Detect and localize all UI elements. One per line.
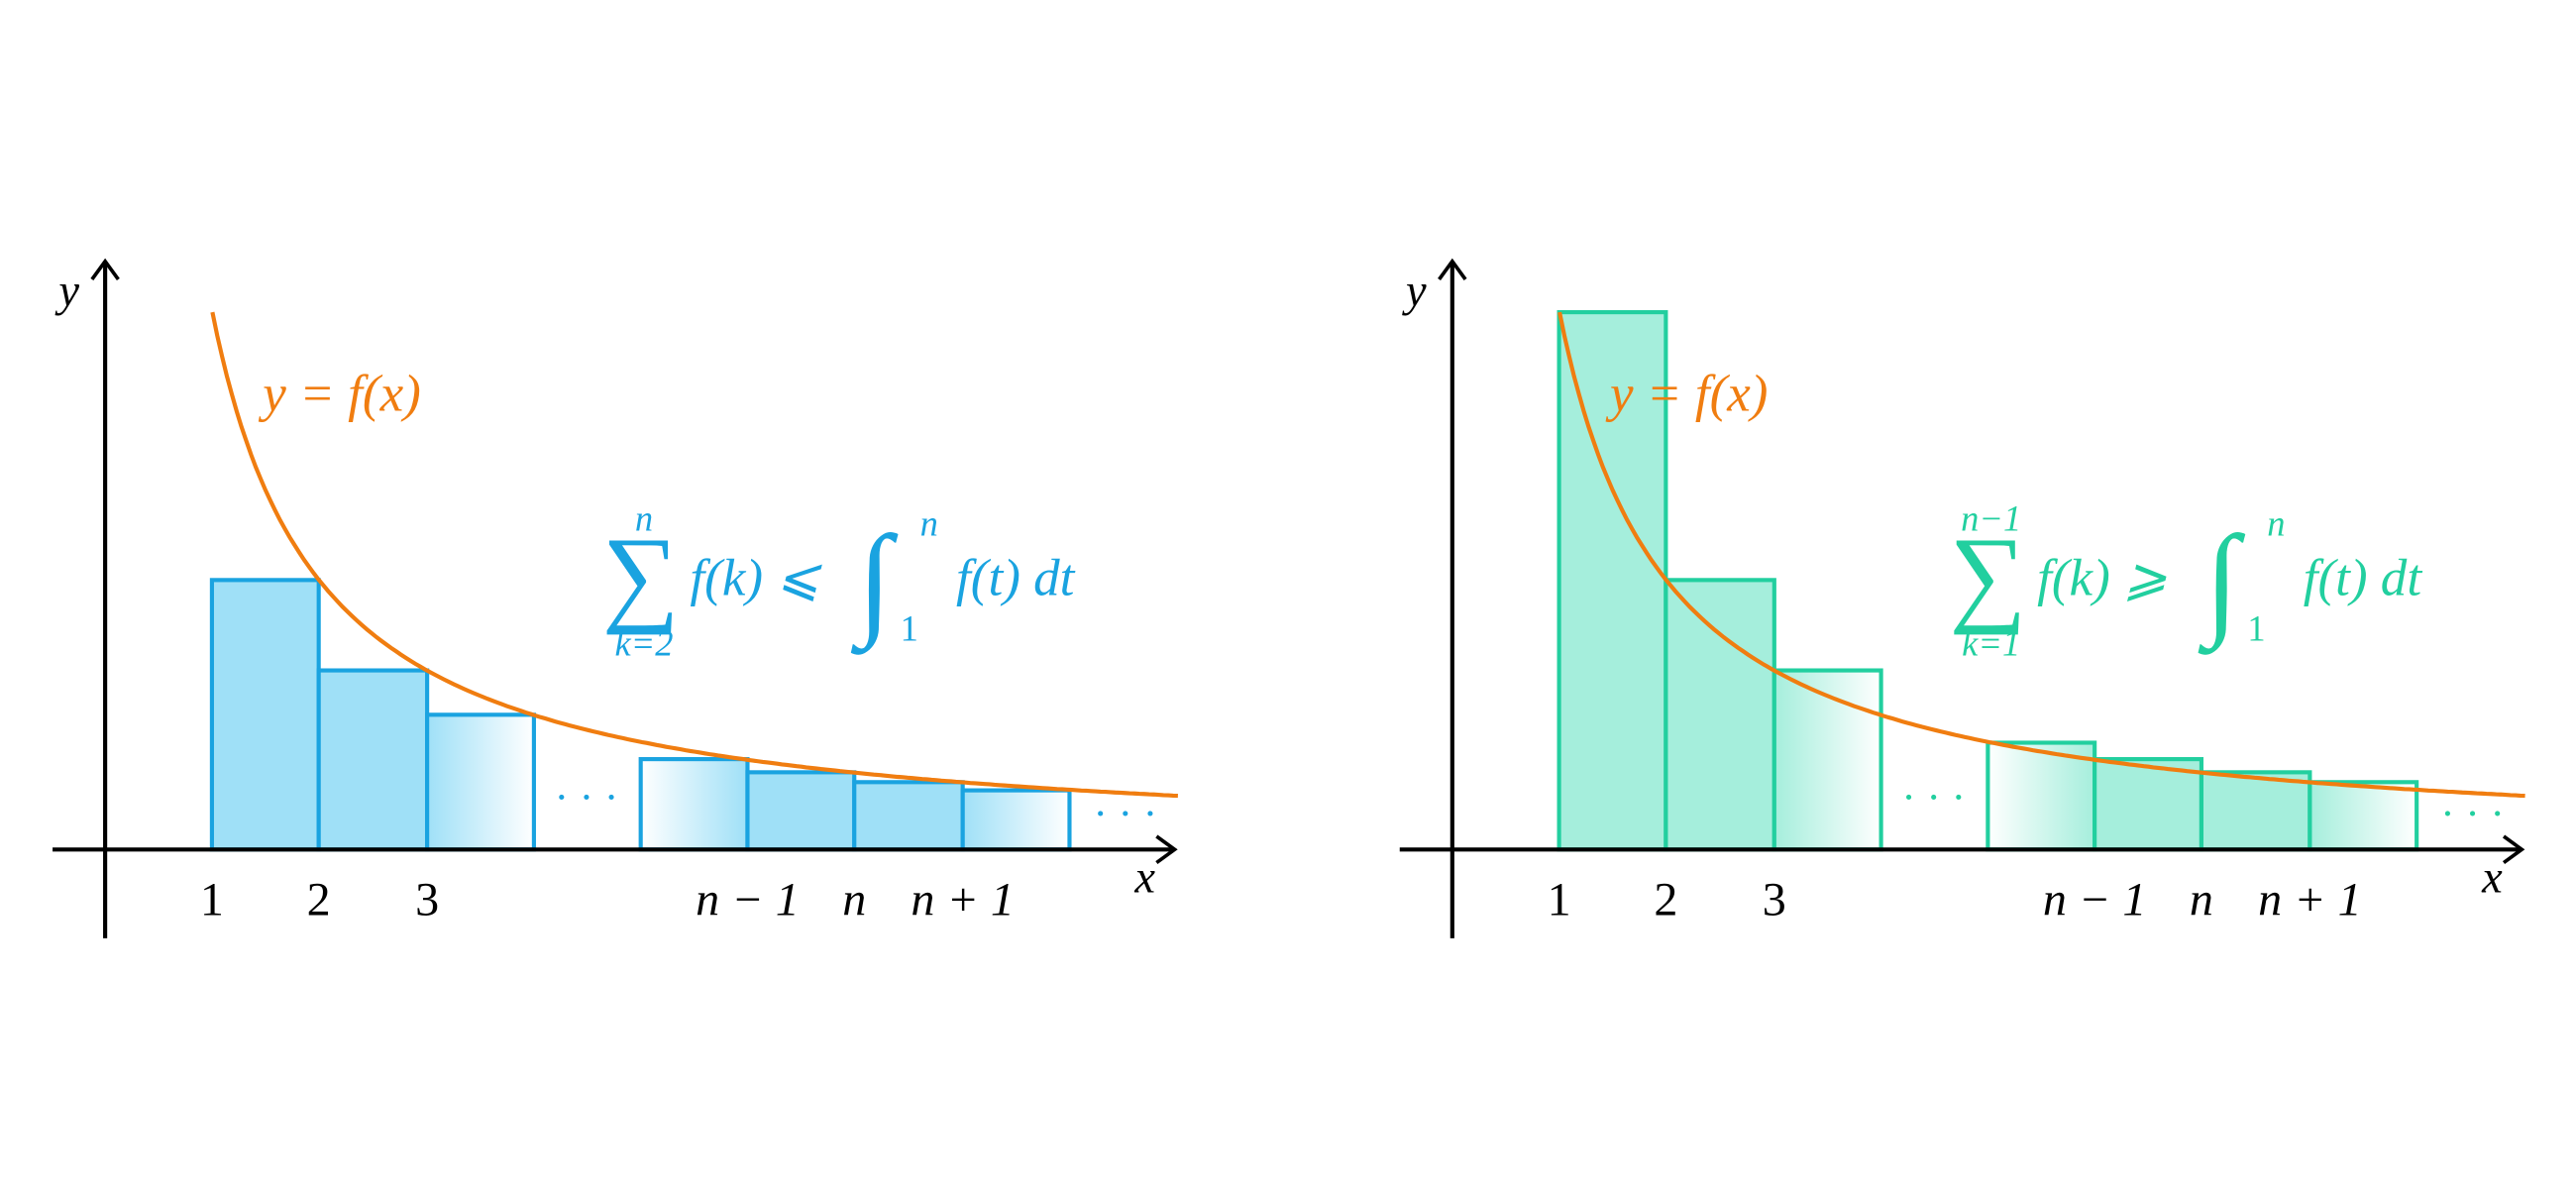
rhs: f(t) dt — [956, 549, 1076, 606]
y-axis-label: y — [54, 266, 79, 316]
lhs: f(k) ⩾ — [2037, 549, 2167, 606]
riemann-rect — [425, 712, 536, 852]
ellipsis: · · · — [1901, 775, 1966, 821]
y-arrow — [1438, 258, 1467, 280]
tick-label: 3 — [415, 874, 439, 927]
tick-label: 3 — [1763, 874, 1786, 927]
sum-upper: n−1 — [1961, 499, 2021, 539]
panel: y x y = f(x) 1 2 3 n − 1 n n + 1 · · · · · · ∑n−1 k=… — [1399, 258, 2525, 938]
sum-upper: n — [635, 499, 653, 539]
riemann-rect — [2308, 780, 2419, 852]
int-upper: n — [2267, 504, 2285, 544]
sum-lower: k=2 — [614, 624, 673, 664]
tick-label: 1 — [1548, 874, 1571, 927]
tick-label: n − 1 — [2043, 874, 2147, 927]
curve-label: y = f(x) — [1605, 366, 1768, 423]
tick-label: n — [842, 874, 866, 927]
x-arrow — [1155, 834, 1178, 865]
int-upper: n — [920, 504, 938, 544]
tick-label: n + 1 — [2258, 874, 2362, 927]
tick-label: n + 1 — [911, 874, 1015, 927]
rhs: f(t) dt — [2304, 549, 2423, 606]
x-arrow — [2502, 834, 2525, 865]
riemann-rect — [852, 780, 965, 852]
curve — [210, 311, 1178, 799]
riemann-rect — [960, 788, 1072, 852]
ellipsis: · · · — [2440, 792, 2505, 838]
tick-label: n — [2190, 874, 2213, 927]
x-axis-label: x — [2481, 852, 2503, 903]
tick-label: 1 — [200, 874, 224, 927]
riemann-rect — [638, 757, 750, 852]
sum-lower: k=1 — [1962, 624, 2020, 664]
x-axis-label: x — [1133, 852, 1155, 903]
tick-label: 2 — [307, 874, 331, 927]
curve — [1557, 311, 2525, 799]
tick-label: 2 — [1654, 874, 1677, 927]
int-lower: 1 — [901, 609, 918, 649]
riemann-rect — [1664, 578, 1776, 852]
sum-sign: ∑ — [602, 514, 680, 635]
sum-sign: ∑ — [1949, 514, 2026, 635]
riemann-rect — [316, 668, 430, 852]
lhs: f(k) ⩽ — [690, 549, 822, 606]
integral-sign: ∫ — [851, 511, 899, 655]
riemann-rect — [209, 578, 321, 852]
ellipsis: · · · — [1094, 792, 1158, 838]
integral-sign: ∫ — [2198, 511, 2245, 655]
y-arrow — [90, 258, 120, 280]
riemann-rect — [745, 770, 857, 852]
int-lower: 1 — [2247, 609, 2265, 649]
ellipsis: · · · — [555, 775, 619, 821]
curve-label: y = f(x) — [258, 366, 420, 423]
riemann-rect — [1556, 310, 1668, 852]
tick-label: n − 1 — [696, 874, 800, 927]
riemann-rect — [2199, 770, 2312, 852]
y-axis-label: y — [1402, 266, 1427, 316]
